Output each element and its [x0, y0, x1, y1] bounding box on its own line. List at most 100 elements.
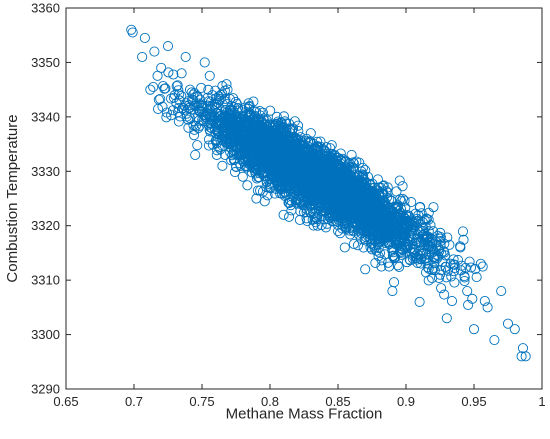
scatter-point: [137, 51, 148, 63]
y-tick-label: 3350: [31, 55, 60, 70]
scatter-point: [288, 132, 299, 143]
scatter-point: [440, 261, 451, 272]
scatter-point: [301, 213, 312, 224]
scatter-point: [387, 212, 398, 223]
scatter-point: [205, 112, 216, 123]
scatter-point: [302, 145, 313, 156]
x-tick-label: 0.85: [325, 394, 350, 409]
scatter-point: [353, 170, 364, 181]
scatter-point: [400, 209, 412, 220]
scatter-point: [421, 213, 432, 225]
scatter-point: [235, 160, 246, 171]
scatter-point: [229, 167, 241, 178]
scatter-point: [456, 265, 467, 276]
scatter-point: [354, 216, 365, 227]
scatter-point: [178, 104, 190, 116]
scatter-point: [218, 111, 229, 122]
scatter-point: [353, 210, 364, 221]
scatter-point: [475, 258, 486, 269]
scatter-point: [127, 27, 138, 38]
scatter-point: [194, 98, 205, 109]
scatter-point: [274, 146, 285, 157]
scatter-point: [339, 180, 350, 191]
scatter-point: [183, 122, 194, 133]
scatter-point: [269, 164, 280, 175]
scatter-point: [298, 200, 309, 211]
scatter-point: [190, 149, 201, 161]
scatter-point: [477, 261, 488, 272]
scatter-point: [242, 180, 253, 191]
y-tick-label: 3310: [31, 273, 60, 288]
scatter-point: [462, 285, 473, 297]
scatter-point: [283, 135, 294, 147]
x-tick-label: 0.7: [125, 394, 143, 409]
scatter-point: [211, 138, 222, 149]
scatter-point: [284, 195, 295, 206]
scatter-point: [429, 251, 440, 262]
scatter-point: [199, 57, 210, 68]
scatter-point: [306, 155, 317, 166]
scatter-point: [189, 88, 200, 99]
x-tick-label: 0.8: [261, 394, 279, 409]
scatter-point: [145, 84, 156, 95]
scatter-point: [290, 197, 301, 208]
scatter-point: [252, 185, 263, 196]
y-axis-ticks: 3290 3300 3310 3320 3330 3340 3350 3360: [31, 1, 542, 397]
scatter-point: [465, 262, 477, 273]
scatter-point: [167, 105, 179, 116]
scatter-point: [278, 132, 289, 143]
scatter-point: [311, 212, 322, 223]
scatter-point: [407, 253, 418, 264]
scatter-point: [327, 180, 339, 191]
scatter-point: [173, 103, 184, 114]
scatter-point: [471, 271, 482, 283]
scatter-point: [338, 175, 349, 186]
scatter-point: [322, 218, 333, 229]
scatter-point: [253, 143, 264, 154]
scatter-point: [207, 101, 218, 112]
scatter-point: [418, 247, 429, 259]
scatter-point: [400, 236, 411, 247]
scatter-point: [496, 285, 507, 297]
scatter-point: [392, 260, 403, 271]
scatter-point: [251, 193, 262, 204]
scatter-point: [295, 135, 306, 146]
scatter-point: [330, 211, 341, 222]
scatter-point: [502, 318, 514, 329]
scatter-point: [203, 140, 214, 151]
scatter-point: [430, 253, 441, 264]
scatter-point: [249, 119, 260, 130]
scatter-point: [290, 156, 301, 167]
scatter-point: [439, 289, 450, 300]
scatter-point: [321, 142, 332, 153]
scatter-point: [297, 140, 308, 151]
scatter-point: [179, 100, 190, 111]
scatter-point: [210, 128, 221, 139]
scatter-point: [149, 46, 160, 57]
scatter-point: [195, 106, 206, 117]
scatter-point: [271, 111, 282, 122]
scatter-point: [239, 117, 250, 128]
scatter-point: [360, 198, 371, 209]
scatter-point: [313, 192, 325, 203]
scatter-point: [226, 121, 237, 133]
scatter-point: [356, 201, 368, 212]
scatter-point: [387, 250, 398, 261]
scatter-point: [172, 107, 184, 118]
scatter-point: [139, 32, 150, 43]
scatter-point: [214, 131, 225, 143]
scatter-point: [158, 80, 169, 92]
scatter-point: [355, 217, 366, 228]
scatter-point: [217, 160, 228, 171]
scatter-point: [455, 242, 466, 253]
scatter-point: [397, 243, 408, 254]
scatter-point: [258, 133, 269, 144]
scatter-point: [193, 122, 204, 134]
scatter-point: [414, 296, 425, 307]
scatter-point: [340, 223, 352, 234]
scatter-point: [361, 189, 372, 201]
scatter-point: [388, 227, 399, 238]
scatter-point: [263, 134, 274, 145]
scatter-point: [436, 283, 447, 294]
scatter-point: [406, 197, 417, 208]
